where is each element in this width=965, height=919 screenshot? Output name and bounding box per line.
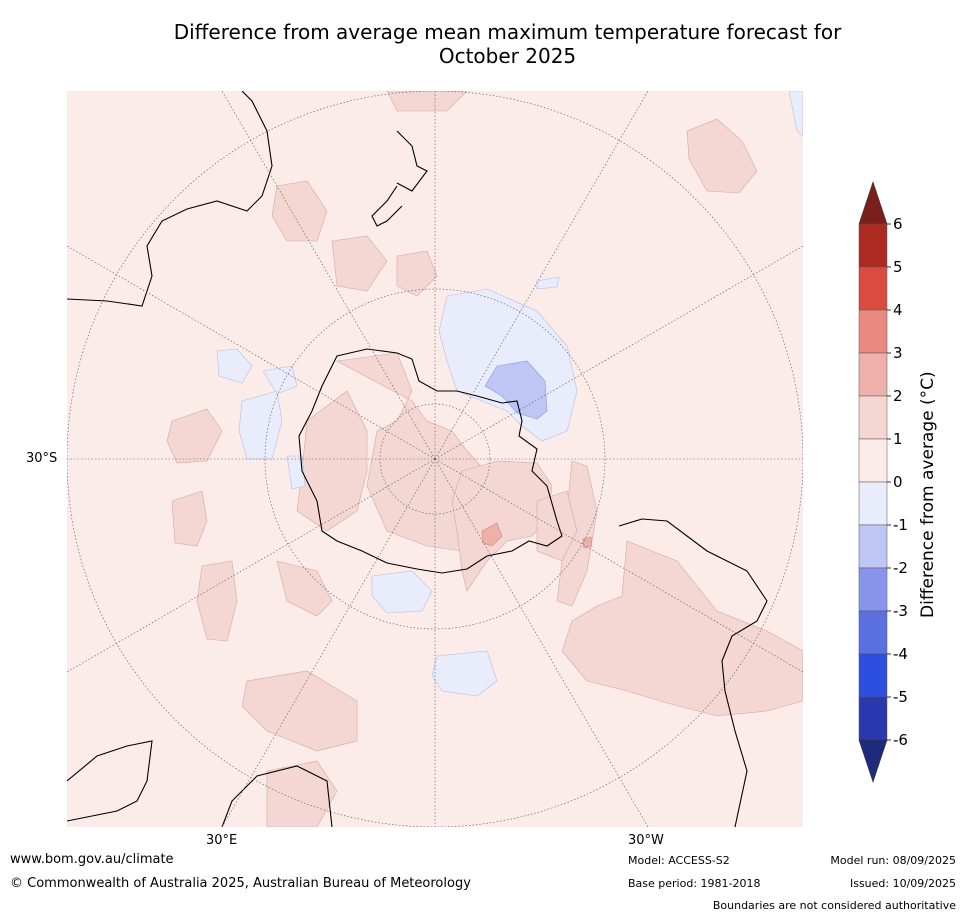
southern-ocean-cool-3 xyxy=(286,455,306,490)
base-period: Base period: 1981-2018 xyxy=(628,877,761,890)
colorbar-band xyxy=(858,653,888,698)
africa-coastline xyxy=(67,740,153,822)
title-line-2: October 2025 xyxy=(438,44,577,68)
colorbar-tick-label: 3 xyxy=(893,344,903,362)
colorbar-tick-label: -1 xyxy=(893,516,908,534)
ross-sea-cool-core xyxy=(484,360,548,420)
weddell-warm-region xyxy=(451,460,553,592)
anomaly-minus2-to-minus1-regions xyxy=(484,360,548,420)
antarctica-coastline xyxy=(298,348,563,574)
south-america-warm-region xyxy=(561,540,803,717)
boundary-disclaimer: Boundaries are not considered authoritat… xyxy=(712,899,956,912)
colorbar-band xyxy=(858,438,888,483)
colorbar: 6 5 4 3 2 1 0 -1 -2 -3 -4 -5 -6 xyxy=(858,180,948,785)
colorbar-extend-high xyxy=(858,181,888,225)
australia-warm-region xyxy=(386,91,468,112)
latitude-label-30s: 30°S xyxy=(26,451,58,466)
anomaly-2-to-3-regions xyxy=(481,522,593,549)
indian-ocean-cool-1 xyxy=(216,348,253,384)
weddell-warm-spot xyxy=(481,522,503,547)
coastlines xyxy=(67,91,768,827)
colorbar-svg: 6 5 4 3 2 1 0 -1 -2 -3 -4 -5 -6 xyxy=(858,181,908,783)
colorbar-tick-label: 1 xyxy=(893,430,903,448)
colorbar-tick-label: 2 xyxy=(893,387,903,405)
tasman-cool-spot xyxy=(536,276,560,290)
map-title: Difference from average mean maximum tem… xyxy=(60,20,955,68)
indian-ocean-warm-4 xyxy=(241,670,358,752)
map-svg xyxy=(67,91,803,827)
colorbar-extend-low xyxy=(858,739,888,783)
colorbar-band xyxy=(858,309,888,354)
indian-ocean-cool-3 xyxy=(262,365,298,395)
south-america-coastline xyxy=(618,518,768,827)
africa-south-coastline xyxy=(221,765,333,827)
colorbar-tick-label: 6 xyxy=(893,215,903,233)
colorbar-tick-label: 4 xyxy=(893,301,903,319)
longitude-label-30w: 30°W xyxy=(628,833,664,848)
colorbar-band xyxy=(858,696,888,741)
new-zealand-south-coastline xyxy=(371,185,403,227)
graticule xyxy=(67,91,803,827)
australia-coastline xyxy=(67,91,273,307)
tasman-sea-warm-region xyxy=(396,250,438,297)
colorbar-tick-label: -4 xyxy=(893,645,908,663)
longitude-label-30e: 30°E xyxy=(206,833,238,848)
colorbar-band xyxy=(858,481,888,526)
colorbar-band xyxy=(858,395,888,440)
southern-ocean-cool-2 xyxy=(431,650,498,697)
forecast-map xyxy=(67,91,803,827)
new-zealand-warm-region xyxy=(331,235,388,292)
anomaly-1-to-2-regions xyxy=(166,91,803,827)
indian-ocean-warm-3 xyxy=(196,560,238,642)
pacific-warm-region xyxy=(686,118,758,194)
south-america-warm-spot xyxy=(582,536,593,549)
indian-ocean-cool-2 xyxy=(238,390,283,460)
colorbar-band xyxy=(858,352,888,397)
website-link[interactable]: www.bom.gov.au/climate xyxy=(10,852,174,867)
colorbar-tick-label: -6 xyxy=(893,731,908,749)
colorbar-band xyxy=(858,266,888,311)
new-zealand-north-coastline xyxy=(396,130,428,192)
title-line-1: Difference from average mean maximum tem… xyxy=(173,20,842,44)
colorbar-tick-label: -3 xyxy=(893,602,908,620)
model-name: Model: ACCESS-S2 xyxy=(628,854,730,867)
tasman-warm-region xyxy=(271,180,328,242)
colorbar-tick-label: 0 xyxy=(893,473,903,491)
model-run-date: Model run: 08/09/2025 xyxy=(830,854,956,867)
colorbar-band xyxy=(858,223,888,268)
colorbar-tick-label: -2 xyxy=(893,559,908,577)
antarctica-east-warm-region xyxy=(296,390,368,532)
colorbar-tick-label: -5 xyxy=(893,688,908,706)
north-pacific-cool-region xyxy=(788,91,803,137)
indian-ocean-warm-1 xyxy=(166,408,223,464)
colorbar-band xyxy=(858,567,888,612)
copyright-notice: © Commonwealth of Australia 2025, Austra… xyxy=(10,876,471,891)
colorbar-tick-label: 5 xyxy=(893,258,903,276)
colorbar-band xyxy=(858,524,888,569)
south-indian-warm-5 xyxy=(276,560,333,617)
colorbar-band xyxy=(858,610,888,655)
southern-ocean-cool-1 xyxy=(371,570,433,614)
indian-ocean-warm-2 xyxy=(171,490,208,547)
colorbar-title: Difference from average (°C) xyxy=(918,371,938,618)
issued-date: Issued: 10/09/2025 xyxy=(849,877,956,890)
